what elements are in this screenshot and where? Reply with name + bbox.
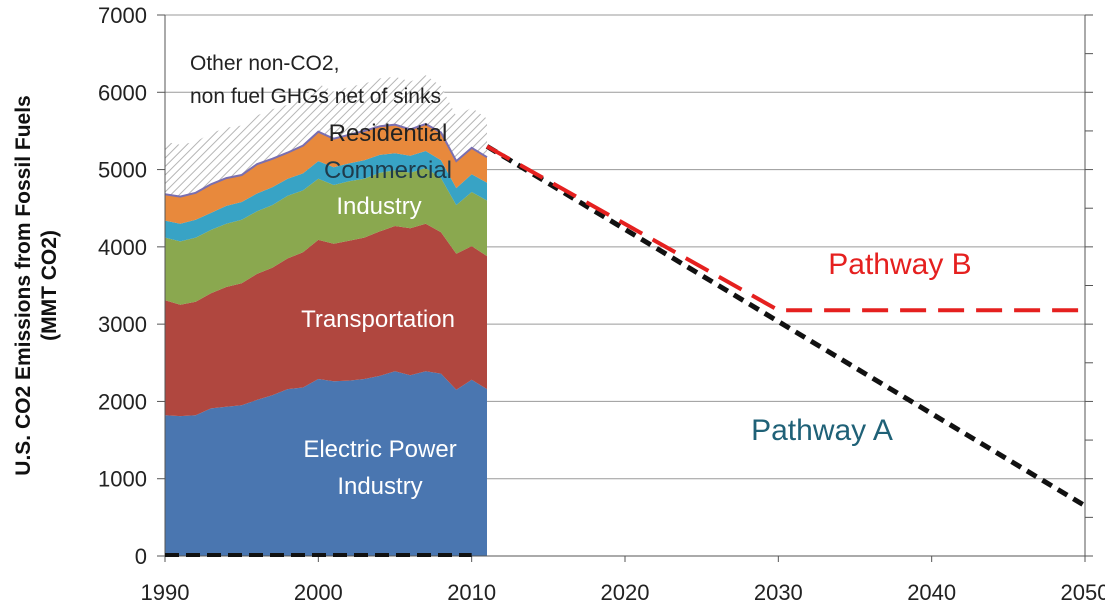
x-tick-label-2010: 2010	[447, 580, 496, 605]
area-transportation	[165, 223, 487, 417]
x-tick-label-1990: 1990	[141, 580, 190, 605]
y-axis-unit: (MMT CO2)	[38, 230, 61, 341]
area-other-non-co2-non-fuel-ghgs-net-of-sinks	[165, 75, 487, 197]
label-other-ghg-line1: Other non-CO2,	[190, 52, 339, 75]
x-tick-label-2020: 2020	[601, 580, 650, 605]
label-pathway-a: Pathway A	[751, 414, 893, 447]
label-residential: Residential	[329, 120, 448, 147]
x-tick-label-2030: 2030	[754, 580, 803, 605]
label-commercial: Commercial	[324, 157, 452, 184]
y-tick-label-4000: 4000	[98, 235, 147, 260]
axes: 0 1000 2000 3000 4000 5000 6000 7000 1990 2000 201…	[12, 3, 1105, 605]
y-tick-label-3000: 3000	[98, 312, 147, 337]
pathway-line-a	[485, 144, 1087, 508]
y-tick-label-0: 0	[135, 544, 147, 569]
pathway-line-b	[486, 144, 1085, 313]
area-residential	[165, 124, 487, 224]
y-tick-label-5000: 5000	[98, 158, 147, 183]
label-electric-power-line1: Electric Power	[303, 436, 456, 463]
label-other-ghg-line2: non fuel GHGs net of sinks	[190, 85, 441, 108]
y-tick-label-2000: 2000	[98, 389, 147, 414]
pathway-lines	[165, 144, 1087, 557]
label-electric-power-line2: Industry	[337, 473, 422, 500]
residential-top-boundary	[164, 122, 488, 198]
label-industry: Industry	[336, 193, 421, 220]
area-electric-power-industry	[165, 371, 487, 556]
y-tick-label-1000: 1000	[98, 467, 147, 492]
x-tick-label-2040: 2040	[907, 580, 956, 605]
y-tick-label-7000: 7000	[98, 3, 147, 28]
labels: Electric Power Industry Transportation Indu…	[190, 52, 972, 500]
area-industry	[165, 168, 487, 305]
stacked-areas	[164, 75, 488, 556]
label-pathway-b: Pathway B	[828, 248, 971, 281]
x-tick-label-2000: 2000	[294, 580, 343, 605]
area-commercial	[165, 151, 487, 242]
y-tick-label-6000: 6000	[98, 80, 147, 105]
label-transportation: Transportation	[301, 306, 455, 333]
x-tick-label-2050: 2050	[1061, 580, 1105, 605]
y-axis-title: U.S. CO2 Emissions from Fossil Fuels	[12, 95, 35, 475]
